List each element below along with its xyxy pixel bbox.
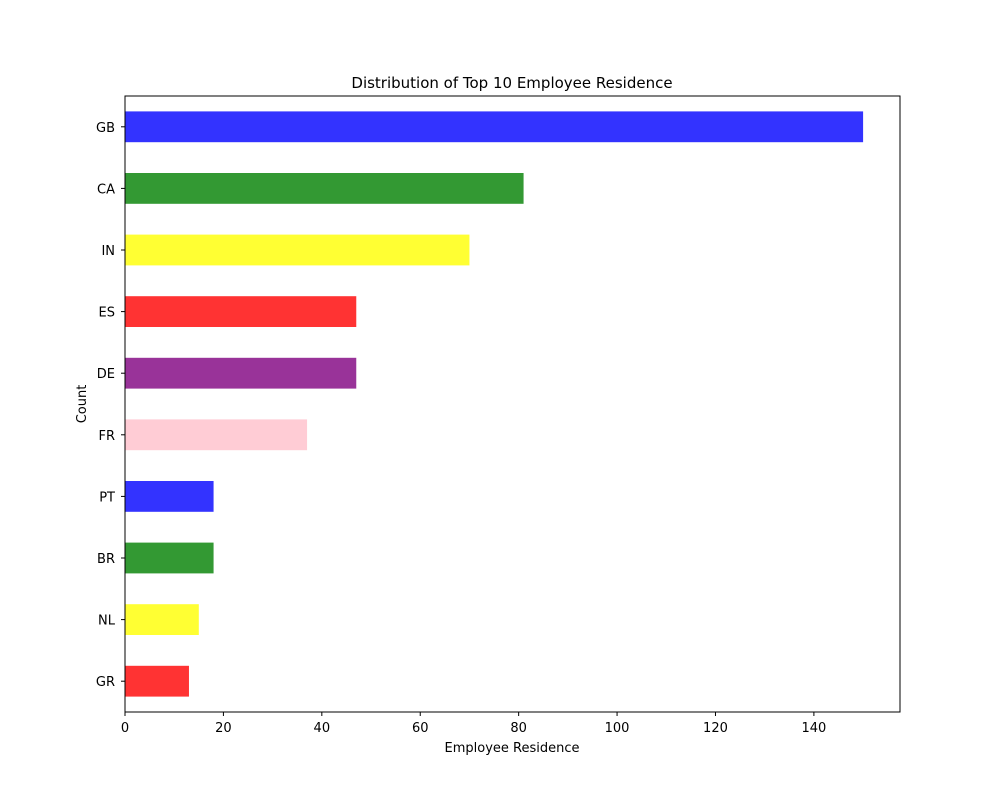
y-tick-label-in: IN — [101, 244, 115, 259]
bar-pt — [125, 481, 214, 512]
x-axis-label: Employee Residence — [445, 741, 580, 756]
bar-de — [125, 357, 357, 389]
bar-fr — [125, 419, 308, 451]
y-tick-label-ca: CA — [97, 182, 115, 197]
bar-es — [125, 296, 357, 327]
x-tick-label-140: 140 — [801, 721, 826, 736]
y-tick-label-fr: FR — [98, 429, 115, 444]
y-tick-label-gb: GB — [96, 121, 115, 136]
bar-gb — [125, 111, 864, 143]
y-tick-label-br: BR — [97, 552, 115, 567]
x-tick-label-80: 80 — [510, 721, 527, 736]
y-axis-ticks: GB CA IN ES DE FR PT BR NL GR — [96, 121, 125, 690]
bar-nl — [125, 604, 199, 635]
plot-frame — [124, 95, 901, 713]
bar-gr — [125, 665, 189, 697]
y-tick-label-gr: GR — [96, 675, 115, 690]
x-axis-ticks: 0 20 40 60 80 100 120 140 — [121, 712, 826, 736]
bars-group — [125, 111, 864, 697]
x-tick-label-100: 100 — [605, 721, 630, 736]
y-tick-label-es: ES — [99, 306, 115, 321]
y-tick-label-pt: PT — [99, 490, 115, 505]
x-tick-label-60: 60 — [412, 721, 429, 736]
y-tick-label-de: DE — [97, 367, 115, 382]
bar-in — [125, 234, 470, 266]
bar-ca — [125, 173, 524, 204]
x-tick-label-20: 20 — [215, 721, 232, 736]
y-tick-label-nl: NL — [98, 614, 116, 629]
x-tick-label-120: 120 — [703, 721, 728, 736]
x-tick-label-0: 0 — [121, 721, 129, 736]
chart-title: Distribution of Top 10 Employee Residenc… — [351, 74, 672, 92]
y-axis-label: Count — [75, 385, 90, 424]
x-tick-label-40: 40 — [314, 721, 331, 736]
bar-br — [125, 542, 214, 574]
